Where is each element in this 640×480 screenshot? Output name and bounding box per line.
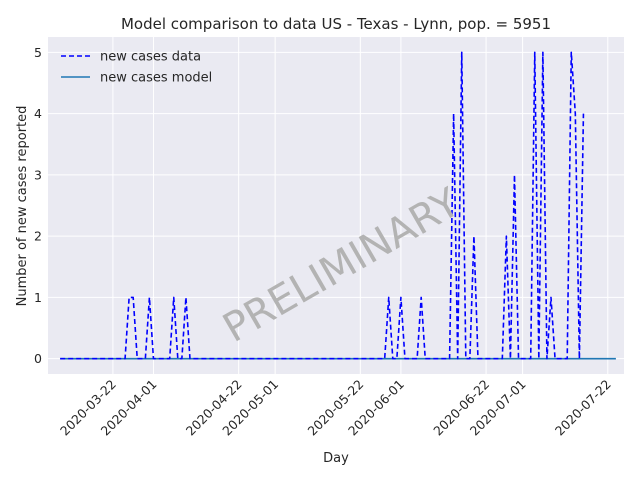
- legend: new cases data new cases model: [61, 50, 212, 86]
- grid: [48, 37, 624, 374]
- series-line: [60, 51, 585, 360]
- x-axis-label: Day: [323, 451, 349, 466]
- y-tick-label: 3: [34, 167, 42, 182]
- y-tick-label: 2: [34, 229, 42, 244]
- y-axis-label: Number of new cases reported: [15, 106, 30, 307]
- legend-label: new cases data: [100, 50, 201, 65]
- y-axis-ticks: 0 1 2 3 4 5: [34, 45, 42, 366]
- legend-label: new cases model: [100, 71, 212, 86]
- y-tick-label: 4: [34, 106, 42, 121]
- chart-title: Model comparison to data US - Texas - Ly…: [121, 15, 551, 33]
- plot-area: [48, 37, 624, 374]
- y-tick-label: 0: [34, 351, 42, 366]
- y-tick-label: 5: [34, 45, 42, 60]
- y-tick-label: 1: [34, 290, 42, 305]
- series-lines: [60, 51, 616, 360]
